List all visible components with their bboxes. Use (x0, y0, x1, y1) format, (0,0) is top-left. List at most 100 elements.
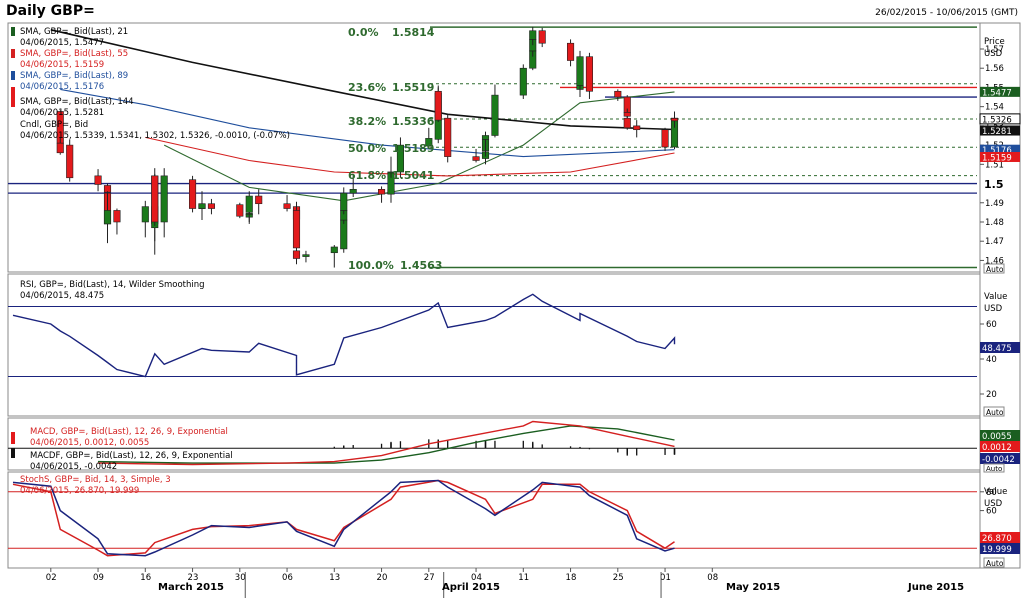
fibonacci-labels: 0.0% 1.5814 23.6% 1.5519 38.2% 1.5336 50… (348, 26, 442, 272)
candle-body (519, 67, 527, 96)
month-label-may: May 2015 (726, 582, 780, 593)
candle-body (396, 144, 405, 173)
candle-body (255, 195, 263, 205)
stoch-auto-label[interactable]: Auto (986, 559, 1004, 568)
price-axis-unit: USD (984, 49, 1003, 59)
candle-body (292, 210, 301, 249)
day-tick-label: 20 (377, 573, 388, 583)
candle-body (340, 219, 348, 250)
price-auto-label[interactable]: Auto (986, 265, 1004, 274)
stoch-d-badge (980, 532, 1020, 543)
fib-value-2: 1.5336 (392, 115, 435, 128)
day-tick-label: 06 (282, 573, 293, 583)
candle-body (283, 203, 291, 209)
price-level-lines (8, 26, 977, 269)
macd-legend: MACD, GBP=, Bid(Last), 12, 26, 9, Expone… (11, 427, 233, 472)
macd-line (97, 420, 675, 466)
candle-body (94, 175, 102, 185)
price-tick-label: 1.47 (985, 237, 1004, 247)
price-badge-text: 1.5326 (982, 115, 1012, 125)
day-tick-label: 13 (329, 573, 340, 583)
fib-label-5: 100.0% (348, 259, 394, 272)
legend-sma144-label: SMA, GBP=, Bid(Last), 144 (20, 97, 134, 107)
price-auto-button[interactable] (983, 263, 1005, 274)
candle-body (538, 30, 546, 44)
legend-swatch-sma144 (11, 87, 15, 107)
rsi-axis-unit: USD (984, 304, 1003, 314)
stoch-tick-label: 80 (986, 488, 997, 498)
macdf-legend-swatch (11, 448, 15, 458)
price-tick-label: 1.51 (985, 160, 1004, 170)
legend-sma21-label: SMA, GBP=, Bid(Last), 21 (20, 27, 128, 37)
rsi-tick-label: 40 (986, 355, 997, 365)
candlesticks (56, 26, 679, 268)
macd-auto-label[interactable]: Auto (986, 465, 1002, 473)
fib-label-1: 23.6% (348, 81, 386, 94)
price-axis: Price USD 1.461.471.481.491.511.521.531.… (979, 37, 1021, 274)
day-tick-label: 01 (660, 573, 671, 583)
macd-auto-button[interactable] (983, 463, 1005, 473)
candle-body (425, 138, 433, 147)
candle-body (349, 189, 357, 194)
day-tick-label: 16 (140, 573, 151, 583)
month-label-march: March 2015 (158, 582, 224, 593)
macdf-legend-label: MACDF, GBP=, Bid(Last), 12, 26, 9, Expon… (30, 451, 233, 461)
candle-body (340, 192, 348, 211)
candle-body (189, 179, 197, 209)
candle-body (491, 94, 499, 136)
macd-plot (8, 420, 977, 466)
rsi-tick-label: 20 (986, 390, 997, 400)
price-badge (979, 113, 1021, 125)
day-tick-label: 11 (518, 573, 529, 583)
price-badge (980, 151, 1020, 162)
candle-body (113, 210, 121, 223)
candle-body (198, 203, 206, 209)
legend-sma89-label: SMA, GBP=, Bid(Last), 89 (20, 71, 128, 81)
rsi-axis-title: Value (984, 292, 1007, 302)
candle-body (56, 142, 64, 154)
price-badge (980, 86, 1020, 97)
date-range: 26/02/2015 - 10/06/2015 (GMT) (875, 8, 1018, 18)
legend-sma89-value: 04/06/2015, 1.5176 (20, 82, 104, 92)
fib-value-1: 1.5519 (392, 81, 434, 94)
rsi-badge (980, 342, 1020, 353)
rsi-auto-label[interactable]: Auto (986, 408, 1004, 417)
rsi-auto-button[interactable] (983, 406, 1005, 417)
candle-body (141, 206, 149, 223)
chart-title: Daily GBP= (6, 3, 95, 19)
sma-144-line (50, 29, 675, 131)
candle-body (614, 90, 622, 98)
candle-body (377, 189, 386, 195)
rsi-panel-frame (7, 273, 981, 417)
price-tick-label: 1.54 (985, 103, 1004, 113)
rsi-legend: RSI, GBP=, Bid(Last), 14, Wilder Smoothi… (20, 280, 205, 301)
month-label-april: April 2015 (442, 582, 500, 593)
macd-legend-value: 04/06/2015, 0.0012, 0.0055 (30, 438, 149, 448)
macd-line-badge-text: 0.0012 (982, 443, 1012, 453)
fib-value-5: 1.4563 (400, 259, 442, 272)
fib-label-0: 0.0% (348, 26, 379, 39)
price-tick-label: 1.46 (985, 256, 1004, 266)
day-tick-label: 23 (188, 573, 199, 583)
stoch-ticks: 60 80 (980, 488, 997, 517)
candle-body (160, 175, 168, 223)
stoch-legend-value: 04/06/2015, 26.870, 19.999 (20, 486, 139, 496)
candle-body (236, 204, 244, 217)
stoch-auto-button[interactable] (983, 557, 1005, 568)
candle-body (444, 117, 452, 157)
legend-swatch-sma89 (11, 71, 15, 80)
candle-body (623, 112, 631, 117)
rsi-ticks: 20 40 60 (980, 320, 997, 400)
candle-body (585, 56, 594, 92)
macd-signal-badge (980, 430, 1020, 441)
legend-swatch-sma21 (11, 27, 15, 36)
stoch-d-badge-text: 26.870 (982, 534, 1012, 544)
price-badge (980, 125, 1020, 136)
stoch-k-badge-text: 19.999 (982, 545, 1012, 555)
stoch-panel-frame (7, 471, 981, 569)
stoch-legend: StochS, GBP=, Bid, 14, 3, Simple, 3 04/0… (20, 475, 171, 496)
candle-body (566, 42, 575, 61)
macd-legend-swatch (11, 432, 15, 444)
